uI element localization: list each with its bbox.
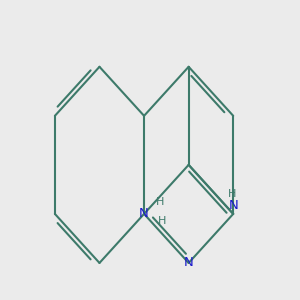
Text: H: H (227, 189, 236, 199)
Text: H: H (156, 197, 165, 207)
Text: H: H (158, 216, 166, 226)
Text: N: N (228, 200, 238, 212)
Text: N: N (139, 207, 149, 220)
Text: N: N (184, 256, 194, 269)
